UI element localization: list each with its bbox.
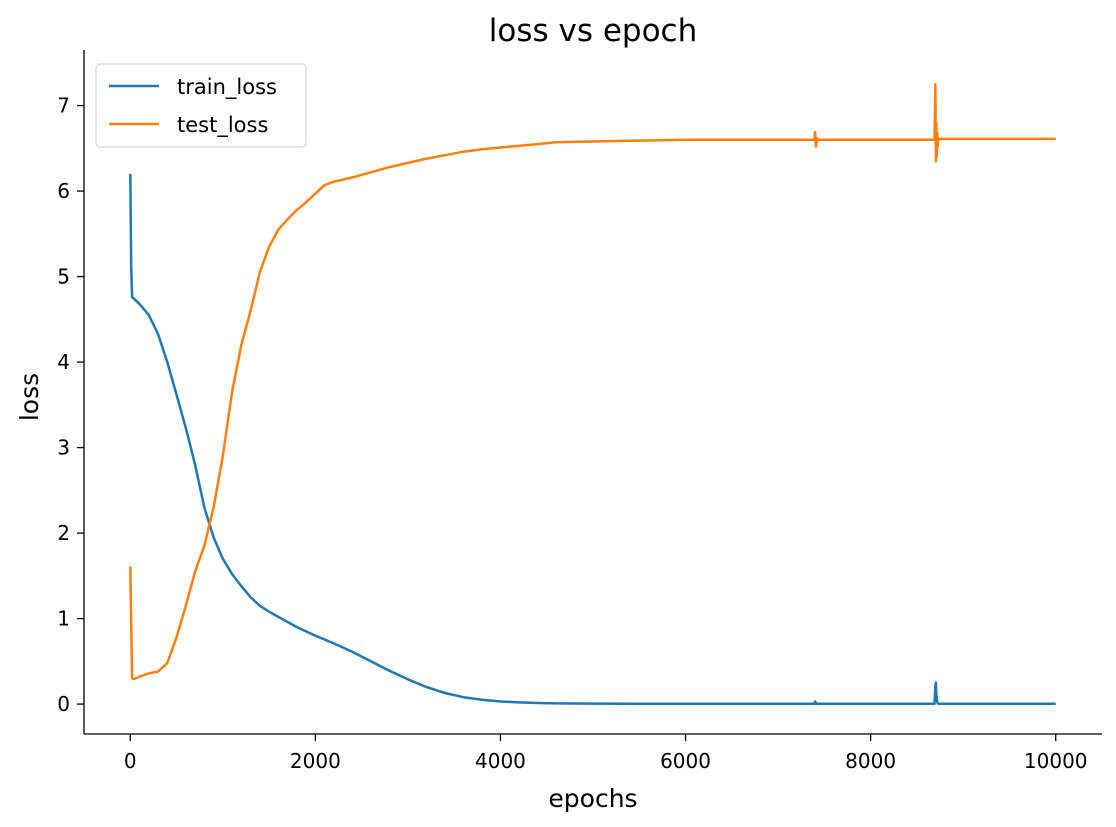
y-tick-label: 4 — [57, 350, 70, 374]
chart-title: loss vs epoch — [489, 13, 698, 49]
series-line-train-loss — [129, 173, 1056, 706]
y-tick-label: 2 — [57, 521, 70, 545]
y-tick-label: 5 — [57, 265, 70, 289]
x-tick-label: 2000 — [290, 749, 341, 773]
x-axis-label: epochs — [548, 784, 637, 813]
plot-lines — [129, 82, 1056, 706]
y-tick-label: 7 — [57, 94, 70, 118]
legend-label-train-loss: train_loss — [177, 75, 277, 100]
series-line-test-loss — [129, 82, 1056, 681]
y-tick-label: 0 — [57, 692, 70, 716]
x-tick-label: 6000 — [660, 749, 711, 773]
x-tick-label: 8000 — [845, 749, 896, 773]
x-ticks: 0 2000 4000 6000 8000 10000 — [124, 734, 1088, 773]
x-tick-label: 10000 — [1024, 749, 1088, 773]
x-tick-label: 0 — [124, 749, 137, 773]
legend: train_loss test_loss — [95, 63, 307, 148]
y-ticks: 0 1 2 3 4 5 6 7 — [57, 94, 84, 716]
y-axis-label: loss — [15, 373, 44, 421]
y-tick-label: 1 — [57, 607, 70, 631]
legend-label-test-loss: test_loss — [177, 113, 268, 138]
y-tick-label: 6 — [57, 179, 70, 203]
x-tick-label: 4000 — [475, 749, 526, 773]
y-tick-label: 3 — [57, 436, 70, 460]
